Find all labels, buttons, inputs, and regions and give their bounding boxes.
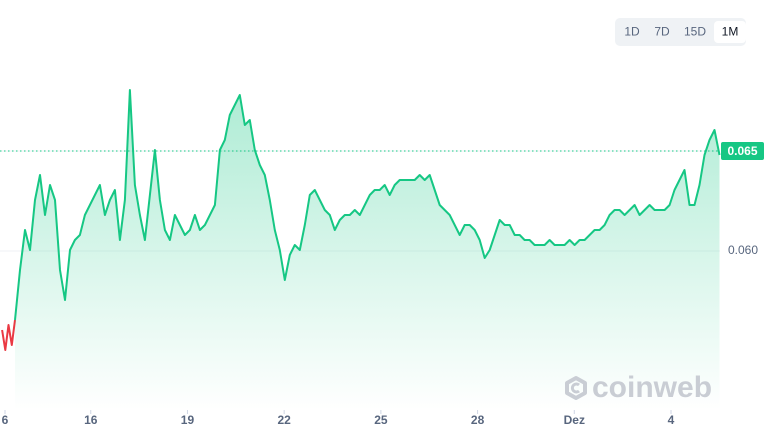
axes: 0.0600.06561619222528Dez40.065 (2, 142, 764, 427)
x-tick-label: 22 (277, 413, 291, 427)
watermark: coinweb (565, 371, 712, 404)
x-tick-label: Dez (564, 413, 585, 427)
last-price-label: 0.065 (727, 144, 757, 158)
x-tick-label: 4 (668, 413, 675, 427)
range-buttons: 1D 7D 15D 1M (624, 21, 746, 43)
x-tick-label: 6 (2, 413, 9, 427)
range-button[interactable]: 15D (684, 25, 706, 39)
range-button[interactable]: 1M (722, 25, 739, 39)
last-price-tag (721, 142, 764, 160)
y-tick-label: 0.060 (728, 243, 758, 257)
range-button[interactable]: 7D (654, 25, 670, 39)
price-line (1, 319, 16, 351)
range-button-active[interactable] (714, 21, 746, 43)
area (15, 90, 720, 410)
x-tick-label: 28 (471, 413, 485, 427)
watermark-text: coinweb (592, 371, 712, 404)
x-tick-label: 19 (181, 413, 195, 427)
plot-area (0, 89, 721, 410)
x-tick-label: 16 (84, 413, 98, 427)
range-button[interactable]: 1D (624, 25, 640, 39)
price-line (14, 89, 721, 321)
watermark-logo (565, 376, 587, 400)
x-tick-label: 25 (374, 413, 388, 427)
range-selector (615, 18, 746, 46)
